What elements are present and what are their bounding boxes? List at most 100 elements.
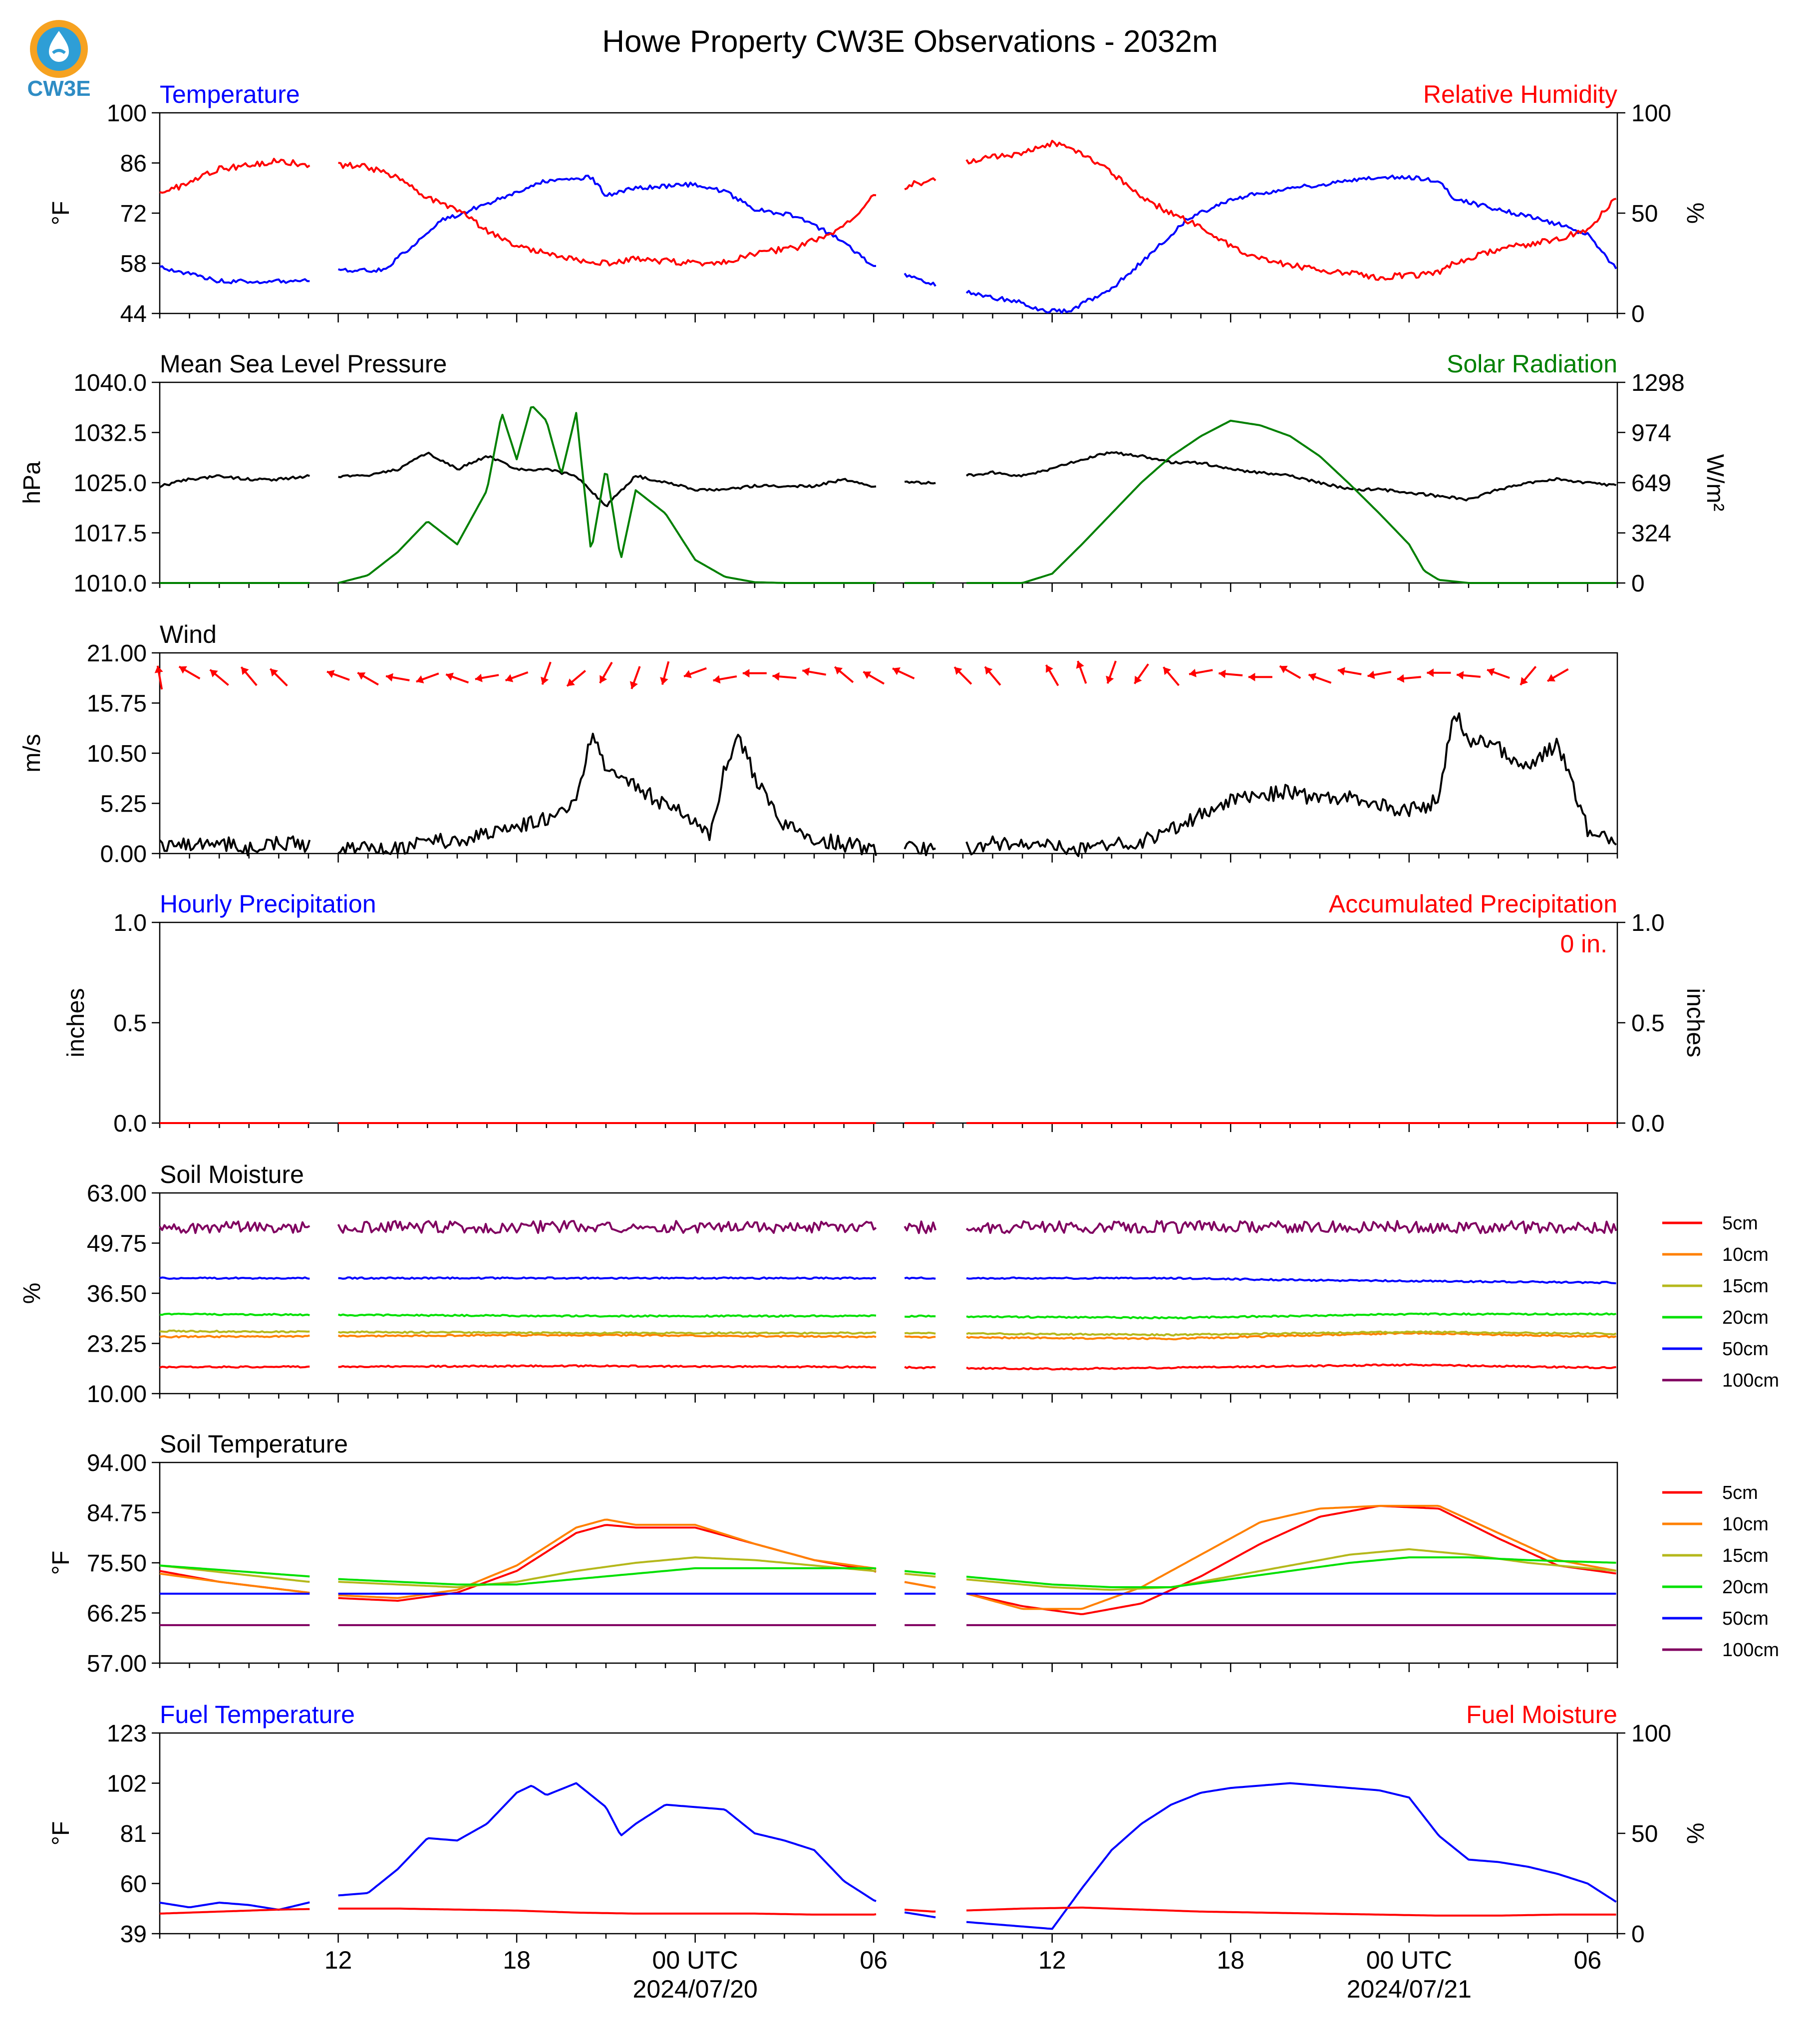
cw3e-logo: CW3E — [27, 20, 91, 101]
legend-label: 15cm — [1722, 1276, 1769, 1297]
wind-arrow — [209, 669, 229, 686]
wind-arrow — [599, 661, 613, 684]
wind-arrow — [713, 675, 737, 684]
y-tick-label-left: 1040.0 — [73, 370, 147, 396]
x-date-label: 2024/07/20 — [633, 1975, 758, 2003]
y-tick-label-left: 81 — [120, 1821, 147, 1847]
panel-title-left: Hourly Precipitation — [160, 890, 376, 918]
series-line-temperature — [159, 174, 1617, 314]
wind-arrow — [178, 665, 201, 680]
y-axis-label-right: % — [1682, 203, 1708, 224]
wind-arrow — [1487, 668, 1510, 679]
series-line-15cm — [159, 1329, 1617, 1337]
legend: 5cm 10cm 15cm 20cm 50cm 100cm — [1662, 1213, 1779, 1391]
y-axis-label-left: hPa — [19, 461, 45, 504]
y-tick-label-left: 58 — [120, 251, 147, 278]
y-axis-label-left: °F — [48, 201, 74, 226]
y-tick-label-left: 49.75 — [87, 1231, 147, 1257]
y-axis-label-left: % — [19, 1283, 45, 1304]
y-axis-label-right: % — [1682, 1823, 1708, 1844]
y-tick-label-right: 50 — [1631, 1821, 1658, 1847]
y-tick-label-left: 1017.5 — [73, 521, 147, 547]
series-line-20cm — [159, 1312, 1617, 1320]
x-tick-label: 00 UTC — [652, 1946, 738, 1974]
chart-panels: Temperature Relative Humidity 44 58 72 86 100 0… — [19, 80, 1779, 1948]
panel-0: Temperature Relative Humidity 44 58 72 86 100 0… — [48, 80, 1708, 327]
y-tick-label-left: 0.0 — [113, 1111, 147, 1137]
y-axis-label-left: °F — [48, 1551, 74, 1575]
wind-arrow — [326, 670, 350, 681]
wind-arrow — [629, 666, 641, 689]
wind-arrow — [1519, 666, 1537, 686]
y-tick-label-right: 324 — [1631, 521, 1671, 547]
x-tick-label: 12 — [1038, 1946, 1066, 1974]
legend-label: 100cm — [1722, 1370, 1779, 1391]
series-line-mean-sea-level-pressure — [159, 451, 1617, 508]
wind-arrow — [984, 666, 1001, 686]
y-tick-label-left: 23.25 — [87, 1331, 147, 1358]
wind-arrow — [1427, 668, 1451, 677]
y-tick-label-left: 1032.5 — [73, 420, 147, 447]
wind-arrow — [1337, 667, 1362, 676]
series-line-fuel-temperature — [159, 1782, 1617, 1930]
series-line-15cm — [159, 1548, 1616, 1591]
wind-arrow — [541, 661, 552, 685]
wind-arrow — [660, 661, 670, 685]
wind-arrow — [416, 672, 439, 684]
y-tick-label-left: 94.00 — [87, 1450, 147, 1476]
wind-arrow — [505, 671, 529, 682]
panel-1: Mean Sea Level Pressure Solar Radiation 10… — [19, 350, 1728, 597]
wind-arrow — [240, 666, 258, 686]
wind-arrow — [1397, 674, 1421, 683]
y-axis-label-right: W/m² — [1702, 454, 1728, 512]
wind-arrow — [802, 667, 827, 676]
x-tick-label: 12 — [324, 1946, 352, 1974]
y-tick-label-left: 44 — [120, 301, 147, 327]
y-tick-label-left: 57.00 — [87, 1651, 147, 1677]
panel-title-left: Wind — [160, 620, 217, 648]
legend-label: 5cm — [1722, 1213, 1758, 1234]
legend-label: 15cm — [1722, 1545, 1769, 1566]
series-line-solar-radiation — [160, 406, 1616, 584]
wind-arrow — [1279, 665, 1301, 679]
wind-arrow — [1163, 666, 1180, 686]
y-axis-label-left: inches — [63, 988, 89, 1058]
wind-arrow — [1367, 670, 1392, 679]
series-line-fuel-moisture — [159, 1906, 1616, 1917]
y-tick-label-left: 1.0 — [113, 910, 147, 936]
wind-arrow — [154, 665, 163, 690]
y-axis-label-left: m/s — [19, 734, 45, 772]
wind-arrow — [566, 670, 586, 687]
series-line-50cm — [159, 1276, 1616, 1285]
wind-arrow — [772, 672, 797, 681]
wind-arrow — [1134, 663, 1149, 684]
series-line-wind — [159, 712, 1617, 858]
wind-arrow — [269, 668, 288, 687]
wind-arrow — [892, 667, 915, 680]
y-tick-label-right: 974 — [1631, 420, 1671, 446]
series-line-10cm — [159, 1331, 1617, 1341]
wind-arrow — [1218, 669, 1243, 678]
y-tick-label-right: 1.0 — [1631, 910, 1665, 936]
panel-title-right: Relative Humidity — [1423, 80, 1617, 108]
x-date-label: 2024/07/21 — [1347, 1975, 1472, 2003]
legend-label: 5cm — [1722, 1482, 1758, 1503]
panel-title-left: Soil Moisture — [160, 1160, 304, 1188]
y-tick-label-right: 0.0 — [1631, 1111, 1665, 1137]
y-tick-label-right: 0 — [1631, 1921, 1645, 1948]
wind-arrow — [445, 672, 469, 684]
panel-title-left: Temperature — [160, 80, 300, 108]
y-tick-label-left: 75.50 — [87, 1550, 147, 1577]
y-tick-label-left: 102 — [107, 1771, 147, 1797]
x-tick-label: 18 — [1216, 1946, 1244, 1974]
logo-text: CW3E — [27, 76, 90, 101]
y-tick-label-left: 66.25 — [87, 1601, 147, 1627]
y-tick-label-left: 84.75 — [87, 1500, 147, 1527]
legend: 5cm 10cm 15cm 20cm 50cm 100cm — [1662, 1482, 1779, 1661]
y-tick-label-left: 72 — [120, 201, 147, 227]
y-tick-label-left: 10.00 — [87, 1381, 147, 1408]
series-line-10cm — [159, 1504, 1616, 1610]
series-line-5cm — [159, 1363, 1616, 1371]
y-tick-label-left: 123 — [107, 1721, 147, 1747]
